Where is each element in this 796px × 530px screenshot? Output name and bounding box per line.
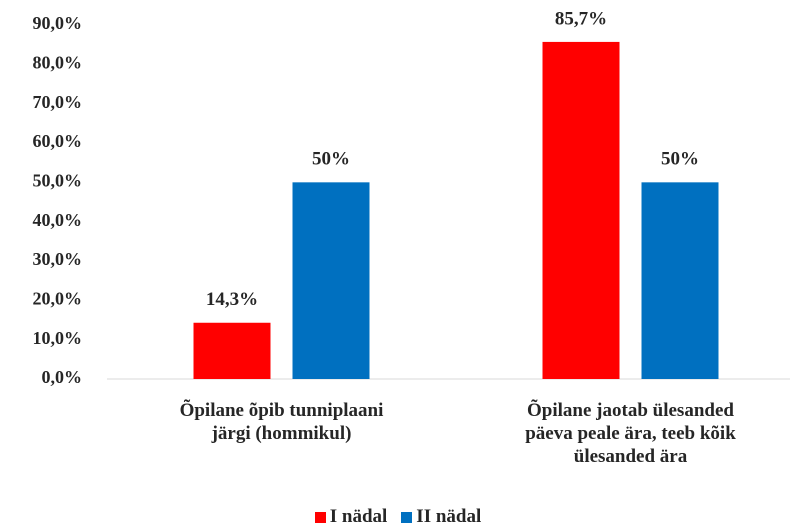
y-tick-label: 40,0% <box>33 210 83 230</box>
legend-item: II nädal <box>401 506 481 528</box>
y-tick-label: 50,0% <box>33 170 83 190</box>
y-tick-label: 80,0% <box>33 52 83 72</box>
legend: I nädal II nädal <box>0 506 796 528</box>
legend-swatch <box>401 511 413 523</box>
bar <box>641 182 719 379</box>
y-tick-label: 30,0% <box>33 249 83 269</box>
y-tick-label: 90,0% <box>33 13 83 33</box>
y-tick-label: 70,0% <box>33 92 83 112</box>
x-tick-label: Õpilane jaotab ülesanded päeva peale ära… <box>525 400 736 467</box>
value-label: 50% <box>312 149 350 170</box>
y-tick-label: 10,0% <box>33 328 83 348</box>
y-tick-label: 60,0% <box>33 131 83 151</box>
legend-label: I nädal <box>329 506 388 527</box>
value-label: 50% <box>661 149 699 170</box>
y-tick-label: 20,0% <box>33 288 83 308</box>
y-tick-label: 0,0% <box>42 367 83 387</box>
bar <box>292 182 370 379</box>
chart: 0,0% 10,0% 20,0% 30,0% 40,0% 50,0% 60,0% 70,0% 8… <box>33 8 790 387</box>
bar <box>542 41 620 380</box>
legend-swatch <box>314 511 326 523</box>
x-tick-label: Õpilane õpib tunniplaani järgi (hommikul… <box>179 400 384 444</box>
legend-label: II nädal <box>416 506 482 527</box>
value-label: 85,7% <box>555 8 607 29</box>
legend-item: I nädal <box>314 506 388 528</box>
bar <box>193 322 271 379</box>
value-label: 14,3% <box>206 289 258 310</box>
